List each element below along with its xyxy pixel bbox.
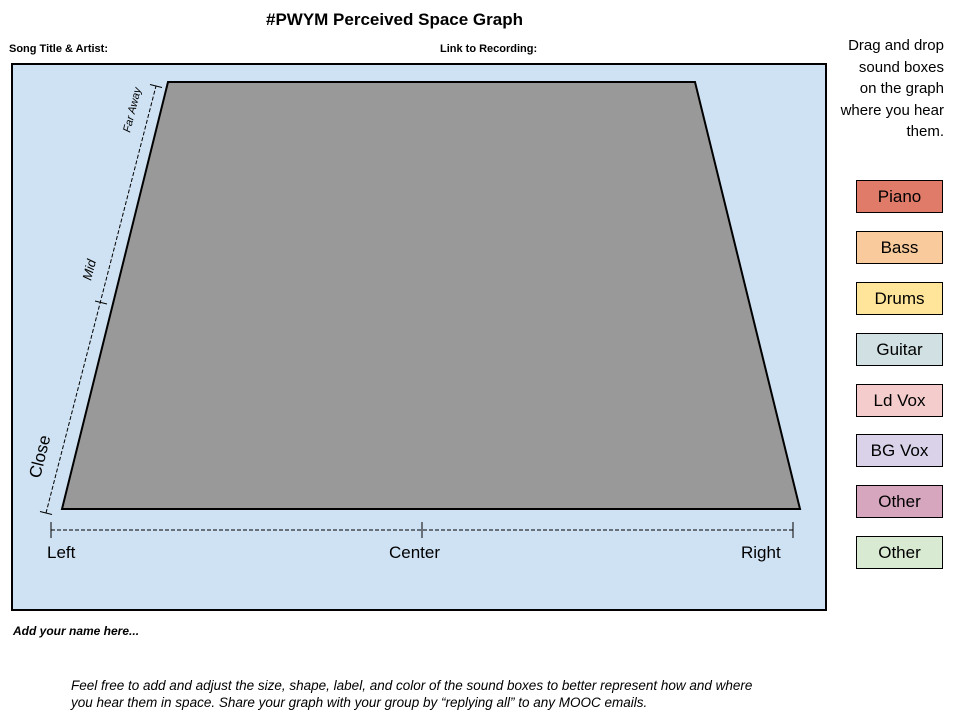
depth-axis-label-mid: Mid <box>79 257 99 282</box>
footnote: Feel free to add and adjust the size, sh… <box>71 677 831 711</box>
instruction-line: them. <box>906 123 944 140</box>
footnote-line: Feel free to add and adjust the size, sh… <box>71 678 753 693</box>
sound-box-guitar[interactable]: Guitar <box>856 333 943 366</box>
perceived-space-trapezoid[interactable] <box>60 81 802 510</box>
footnote-line: you hear them in space. Share your graph… <box>71 695 648 710</box>
depth-axis-line <box>45 85 157 514</box>
sound-box-other-2[interactable]: Other <box>856 536 943 569</box>
sound-box-background-vocals[interactable]: BG Vox <box>856 434 943 467</box>
link-to-recording-label: Link to Recording: <box>440 43 538 55</box>
depth-axis-label-far: Far Away <box>121 85 144 134</box>
instruction-line: Drag and drop <box>848 37 944 54</box>
instruction-line: on the graph <box>859 80 944 97</box>
perceived-space-graph-area[interactable]: Left Center Right Close Mid Far Away <box>11 63 827 611</box>
drag-drop-instructions: Drag and drop sound boxes on the graph w… <box>810 35 944 143</box>
sound-box-other-1[interactable]: Other <box>856 485 943 518</box>
sound-box-drums[interactable]: Drums <box>856 282 943 315</box>
sound-box-lead-vocals[interactable]: Ld Vox <box>856 384 943 417</box>
depth-axis-tick-far <box>149 84 163 88</box>
instruction-line: sound boxes <box>858 58 944 76</box>
horizontal-axis-label-right: Right <box>741 543 781 562</box>
depth-axis-label-close: Close <box>25 433 54 480</box>
depth-axis-tick-close <box>39 511 53 515</box>
depth-axis-tick-mid <box>94 300 108 305</box>
page-title: #PWYM Perceived Space Graph <box>266 10 523 29</box>
horizontal-axis-label-center: Center <box>389 543 440 562</box>
sound-box-piano[interactable]: Piano <box>856 180 943 213</box>
horizontal-axis-label-left: Left <box>47 543 76 562</box>
sound-box-bass[interactable]: Bass <box>856 231 943 264</box>
graph-canvas: Left Center Right Close Mid Far Away <box>25 81 802 562</box>
instruction-line: where you hear <box>840 101 944 119</box>
song-title-artist-label: Song Title & Artist: <box>9 43 108 55</box>
add-name-field[interactable]: Add your name here... <box>13 624 140 638</box>
